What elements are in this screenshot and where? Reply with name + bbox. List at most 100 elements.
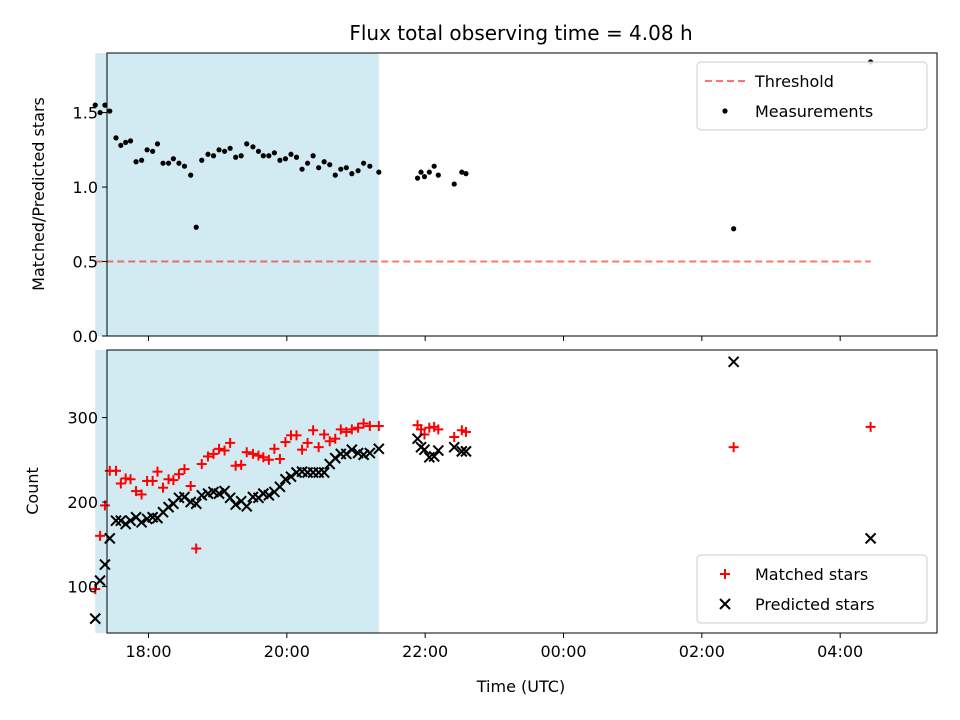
measurement-point [107, 108, 113, 114]
y-tick-label: 1.5 [73, 104, 98, 123]
measurement-point [414, 175, 421, 181]
measurement-point [426, 169, 432, 175]
measurement-point [293, 154, 300, 160]
measurement-point [321, 159, 327, 165]
legend-predicted-swatch [719, 598, 731, 610]
matched-star-point [191, 543, 202, 554]
matched-star-point [364, 421, 375, 432]
matched-star-point [136, 489, 147, 500]
matched-star-point [202, 451, 213, 462]
predicted-star-point [318, 466, 330, 479]
measurement-point [238, 153, 244, 159]
predicted-star-point [432, 444, 445, 457]
measurement-point [361, 160, 367, 166]
matched-star-point [131, 486, 142, 497]
matched-star-point [173, 469, 184, 480]
top-plot-marks [92, 59, 874, 263]
measurement-point [233, 154, 239, 160]
measurement-point [250, 144, 256, 150]
predicted-star-point [89, 612, 101, 625]
measurement-point [338, 166, 344, 172]
matched-star-point [168, 475, 179, 486]
measurement-point [332, 172, 338, 178]
matched-star-point [241, 447, 252, 458]
predicted-star-point [119, 518, 132, 530]
y-tick-label: 200 [67, 493, 98, 512]
measurement-point [221, 148, 228, 154]
matched-star-point [253, 450, 264, 461]
measurement-point [210, 153, 217, 159]
bottom-y-axis-label: Count [23, 467, 42, 515]
chart-title: Flux total observing time = 4.08 h [349, 21, 692, 45]
top-x-ticks [148, 336, 841, 341]
matched-star-point [341, 426, 352, 437]
top-observing-window-shade [95, 53, 379, 336]
predicted-star-point [411, 432, 424, 445]
matched-star-point [865, 421, 876, 432]
predicted-star-point [864, 532, 877, 545]
measurement-point [170, 156, 176, 162]
measurement-point [97, 109, 103, 116]
measurement-point [327, 162, 333, 168]
matched-star-point [330, 433, 341, 444]
y-tick-label: 0.0 [73, 327, 98, 346]
predicted-star-point [124, 514, 137, 527]
matched-star-point [196, 459, 207, 470]
matched-star-point [152, 466, 163, 477]
measurement-point [282, 156, 289, 162]
measurement-point [227, 145, 233, 151]
matched-star-point [274, 453, 285, 464]
x-tick-label: 04:00 [817, 642, 863, 661]
measurement-point [199, 157, 205, 163]
x-tick-label: 18:00 [125, 642, 171, 661]
y-tick-label: 1.0 [73, 178, 98, 197]
measurement-point [304, 160, 311, 166]
legend-box [696, 61, 928, 131]
measurement-point [205, 151, 211, 157]
matched-star-point [302, 437, 313, 448]
predicted-star-point [190, 498, 202, 510]
legend-label: Matched stars [755, 565, 868, 584]
predicted-star-point [99, 558, 111, 571]
matched-star-point [225, 437, 236, 448]
y-tick-label: 100 [67, 578, 98, 597]
measurement-point [123, 139, 129, 145]
measurement-point [144, 147, 150, 153]
predicted-star-point [135, 516, 148, 529]
measurement-point [181, 163, 188, 169]
measurement-point [188, 172, 194, 178]
predicted-star-point [115, 514, 127, 527]
matched-star-point [158, 482, 169, 493]
matched-star-point [308, 425, 319, 436]
legend-measurement-swatch [722, 108, 728, 114]
predicted-star-point [241, 500, 253, 512]
measurement-point [355, 168, 361, 174]
matched-star-point [269, 443, 280, 454]
matched-star-point [236, 459, 247, 470]
measurement-point [349, 171, 355, 177]
predicted-star-point [162, 501, 175, 513]
measurement-point [299, 166, 305, 172]
matched-star-point [208, 448, 219, 459]
matched-star-point [214, 443, 225, 454]
predicted-star-point [727, 356, 740, 368]
measurement-point [165, 160, 172, 166]
measurement-point [154, 141, 161, 147]
measurement-point [266, 153, 272, 159]
x-tick-label: 20:00 [264, 642, 310, 661]
measurement-point [731, 226, 737, 232]
measurement-point [459, 169, 465, 175]
measurement-point [113, 135, 119, 141]
measurement-point [288, 151, 294, 157]
legend-box [696, 554, 928, 624]
bottom-legend: Matched stars Predicted stars [696, 554, 928, 624]
matched-star-point [179, 464, 190, 475]
measurement-point [127, 138, 134, 144]
matched-star-point [335, 424, 346, 435]
legend-label: Threshold [754, 72, 834, 91]
matched-star-point [280, 437, 291, 448]
matched-star-point [460, 426, 471, 437]
matched-star-point [95, 530, 106, 541]
legend-label: Measurements [755, 102, 873, 121]
predicted-star-point [104, 532, 116, 545]
